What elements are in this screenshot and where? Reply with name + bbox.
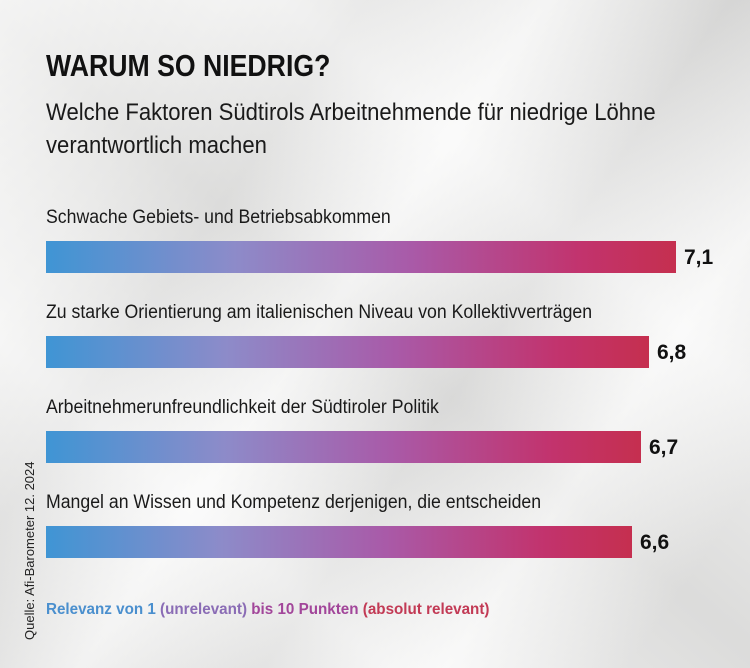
chart-subtitle: Welche Faktoren Südtirols Arbeitnehmende… — [46, 99, 656, 159]
bar-value-label: 7,1 — [684, 246, 714, 269]
scale-footnote: Relevanz von 1 (unrelevant) bis 10 Punkt… — [46, 601, 489, 619]
source-note: Quelle: Afi-Barometer 12. 2024 — [22, 461, 37, 641]
bar-value-label: 6,6 — [640, 531, 670, 554]
bar-label: Mangel an Wissen und Kompetenz derjenige… — [46, 492, 542, 513]
bar-label: Schwache Gebiets- und Betriebsabkommen — [46, 207, 391, 228]
footnote-part-2: (unrelevant) — [160, 601, 252, 618]
bar — [46, 336, 649, 368]
bar-label: Zu starke Orientierung am italienischen … — [46, 302, 593, 323]
bar-value-label: 6,7 — [649, 436, 679, 459]
chart-title: WARUM SO NIEDRIG? — [46, 48, 331, 83]
footnote-part-1: Relevanz von 1 — [46, 601, 161, 618]
footnote-part-3: bis 10 Punkten — [251, 601, 363, 618]
bar — [46, 241, 676, 273]
bar-label: Arbeitnehmerunfreundlichkeit der Südtiro… — [46, 397, 439, 418]
bar-value-label: 6,8 — [657, 341, 687, 364]
footnote-part-4: (absolut relevant) — [362, 601, 490, 618]
bar — [46, 526, 632, 558]
bar — [46, 431, 641, 463]
